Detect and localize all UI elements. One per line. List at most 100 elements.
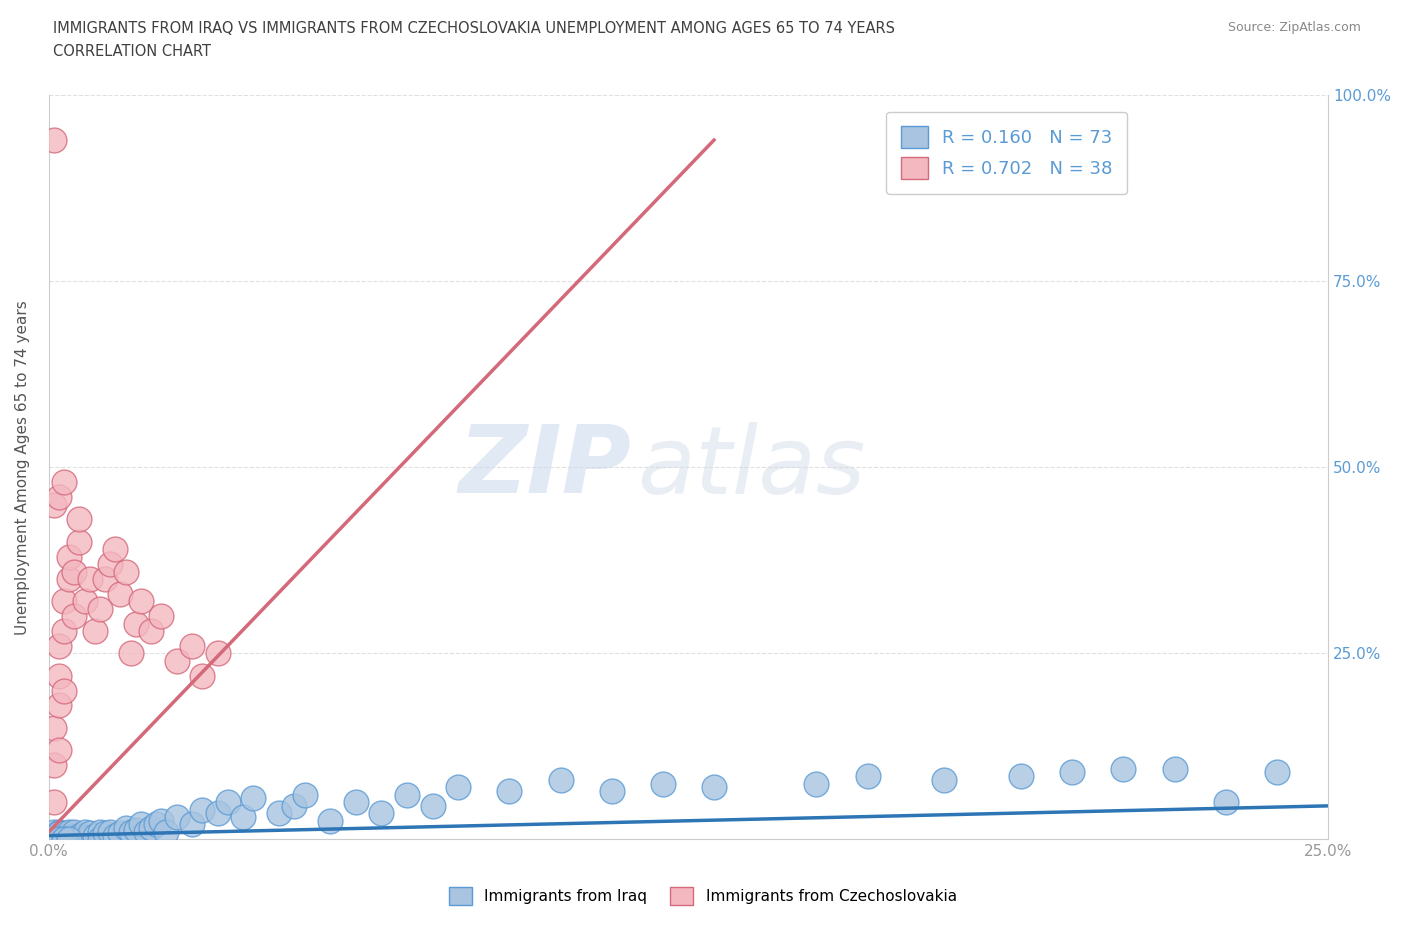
Point (98, 557, 121, 572)
Point (48, 825, 70, 840)
Point (58, 572, 80, 587)
Point (42, 829, 65, 844)
Point (135, 825, 157, 840)
Point (83, 624, 105, 639)
Point (48, 832, 70, 847)
Point (1265, 765, 1288, 780)
Point (217, 795, 239, 810)
Point (69, 832, 91, 847)
Text: atlas: atlas (637, 422, 866, 512)
Point (79, 572, 101, 587)
Point (104, 542, 127, 557)
Point (155, 825, 177, 840)
Point (806, 777, 828, 791)
Point (53, 832, 76, 847)
Point (319, 814, 342, 829)
Point (89, 825, 111, 840)
Point (58, 829, 80, 844)
Point (94, 826, 117, 841)
Point (42, 133, 65, 148)
Point (48, 829, 70, 844)
Point (181, 639, 204, 654)
Legend: Immigrants from Iraq, Immigrants from Czechoslovakia: Immigrants from Iraq, Immigrants from Cz… (437, 874, 969, 918)
Point (856, 769, 879, 784)
Point (242, 791, 264, 806)
Text: Source: ZipAtlas.com: Source: ZipAtlas.com (1227, 21, 1361, 34)
Point (48, 669, 70, 684)
Point (73, 825, 96, 840)
Point (120, 646, 142, 661)
Point (139, 624, 162, 639)
Point (344, 795, 367, 810)
Point (63, 609, 86, 624)
Point (42, 825, 65, 840)
Point (48, 490, 70, 505)
Point (1112, 762, 1135, 777)
Point (181, 817, 204, 832)
Point (125, 617, 148, 631)
Point (48, 639, 70, 654)
Point (1010, 769, 1032, 784)
Point (114, 565, 136, 579)
Point (283, 799, 305, 814)
Point (191, 803, 214, 817)
Point (63, 829, 86, 844)
Point (42, 721, 65, 736)
Point (104, 829, 127, 844)
Point (53, 832, 76, 847)
Point (73, 829, 96, 844)
Point (166, 810, 188, 825)
Point (498, 784, 520, 799)
Point (79, 830, 101, 844)
Point (63, 565, 86, 579)
Point (267, 806, 290, 821)
Point (48, 743, 70, 758)
Point (600, 784, 623, 799)
Point (232, 810, 254, 825)
Point (48, 832, 70, 847)
Point (934, 773, 956, 788)
Point (110, 826, 132, 841)
Point (447, 780, 470, 795)
Point (48, 826, 70, 841)
Point (79, 826, 101, 841)
Point (83, 829, 105, 844)
Point (58, 825, 80, 840)
Point (98, 825, 121, 840)
Point (207, 806, 229, 821)
Point (139, 821, 162, 836)
Point (294, 788, 316, 803)
Point (145, 817, 167, 832)
Point (58, 550, 80, 565)
Y-axis label: Unemployment Among Ages 65 to 74 years: Unemployment Among Ages 65 to 74 years (15, 300, 30, 635)
Point (150, 814, 173, 829)
Text: CORRELATION CHART: CORRELATION CHART (53, 44, 211, 59)
Point (53, 624, 76, 639)
Point (550, 773, 572, 788)
Point (53, 832, 76, 847)
Point (58, 832, 80, 847)
Point (651, 777, 673, 791)
Point (69, 512, 91, 527)
Point (42, 758, 65, 773)
Point (69, 829, 91, 844)
Point (53, 594, 76, 609)
Point (89, 602, 111, 617)
Point (42, 795, 65, 810)
Point (1062, 765, 1084, 780)
Point (73, 594, 96, 609)
Point (1215, 795, 1237, 810)
Point (58, 832, 80, 847)
Point (150, 609, 173, 624)
Point (63, 825, 86, 840)
Point (53, 830, 76, 844)
Point (42, 832, 65, 847)
Point (53, 826, 76, 841)
Point (191, 669, 214, 684)
Point (129, 817, 152, 832)
Point (53, 475, 76, 490)
Text: IMMIGRANTS FROM IRAQ VS IMMIGRANTS FROM CZECHOSLOVAKIA UNEMPLOYMENT AMONG AGES 6: IMMIGRANTS FROM IRAQ VS IMMIGRANTS FROM … (53, 21, 896, 36)
Point (1163, 762, 1185, 777)
Point (207, 646, 229, 661)
Point (166, 654, 188, 669)
